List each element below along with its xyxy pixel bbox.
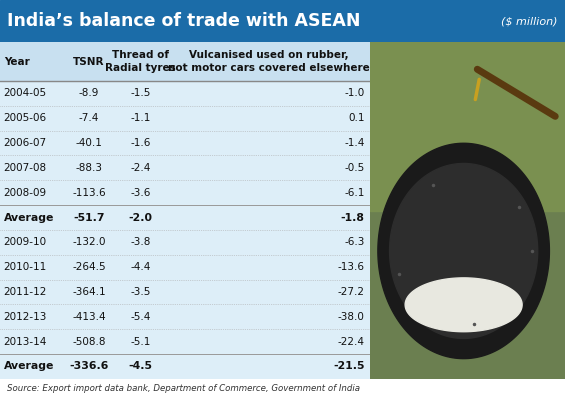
Text: Average: Average [4, 212, 54, 222]
Text: -1.8: -1.8 [341, 212, 364, 222]
Text: -5.4: -5.4 [131, 312, 151, 322]
Text: -6.1: -6.1 [344, 188, 364, 198]
Text: 0.1: 0.1 [348, 113, 364, 123]
Text: -27.2: -27.2 [337, 287, 364, 297]
Polygon shape [378, 143, 549, 359]
Text: -364.1: -364.1 [72, 287, 106, 297]
Text: -1.6: -1.6 [131, 138, 151, 148]
Text: -1.0: -1.0 [344, 88, 364, 98]
Text: -2.4: -2.4 [131, 163, 151, 173]
Text: -8.9: -8.9 [79, 88, 99, 98]
Bar [370, 42, 565, 210]
Text: -88.3: -88.3 [75, 163, 102, 173]
Text: -4.5: -4.5 [129, 361, 153, 372]
Polygon shape [390, 164, 538, 339]
Text: 2006-07: 2006-07 [4, 138, 47, 148]
Text: Vulcanised used on rubber,
not motor cars covered elsewhere: Vulcanised used on rubber, not motor car… [168, 50, 370, 73]
Text: Year: Year [4, 57, 29, 66]
Text: 2010-11: 2010-11 [4, 262, 47, 272]
Text: -3.8: -3.8 [131, 237, 151, 247]
Text: -413.4: -413.4 [72, 312, 106, 322]
Text: -3.5: -3.5 [131, 287, 151, 297]
Text: -0.5: -0.5 [344, 163, 364, 173]
Text: 2009-10: 2009-10 [4, 237, 47, 247]
Text: 2013-14: 2013-14 [4, 337, 47, 347]
Text: 2004-05: 2004-05 [4, 88, 47, 98]
Text: TSNR: TSNR [73, 57, 105, 66]
Text: India’s balance of trade with ASEAN: India’s balance of trade with ASEAN [7, 12, 361, 30]
Text: -264.5: -264.5 [72, 262, 106, 272]
Text: 2012-13: 2012-13 [4, 312, 47, 322]
Text: 2011-12: 2011-12 [4, 287, 47, 297]
Text: Average: Average [4, 361, 54, 372]
Polygon shape [405, 278, 522, 332]
Bar [0, 42, 370, 81]
Text: -7.4: -7.4 [79, 113, 99, 123]
Text: -2.0: -2.0 [129, 212, 153, 222]
Text: -13.6: -13.6 [337, 262, 364, 272]
Text: -1.4: -1.4 [344, 138, 364, 148]
Text: -1.1: -1.1 [131, 113, 151, 123]
Text: 2005-06: 2005-06 [4, 113, 47, 123]
Text: -336.6: -336.6 [69, 361, 108, 372]
Text: -4.4: -4.4 [131, 262, 151, 272]
Text: -5.1: -5.1 [131, 337, 151, 347]
Text: -113.6: -113.6 [72, 188, 106, 198]
Text: -1.5: -1.5 [131, 88, 151, 98]
Text: -21.5: -21.5 [333, 361, 364, 372]
Text: ($ million): ($ million) [501, 16, 558, 26]
Text: -40.1: -40.1 [75, 138, 102, 148]
Text: -22.4: -22.4 [337, 337, 364, 347]
Text: -3.6: -3.6 [131, 188, 151, 198]
Text: Thread of
Radial tyres: Thread of Radial tyres [105, 50, 176, 73]
Text: -508.8: -508.8 [72, 337, 106, 347]
Text: Source: Export import data bank, Department of Commerce, Government of India: Source: Export import data bank, Departm… [7, 384, 360, 393]
Text: -6.3: -6.3 [344, 237, 364, 247]
Text: 2008-09: 2008-09 [4, 188, 47, 198]
Text: -51.7: -51.7 [73, 212, 105, 222]
Text: -38.0: -38.0 [338, 312, 364, 322]
Text: -132.0: -132.0 [72, 237, 106, 247]
Text: 2007-08: 2007-08 [4, 163, 47, 173]
